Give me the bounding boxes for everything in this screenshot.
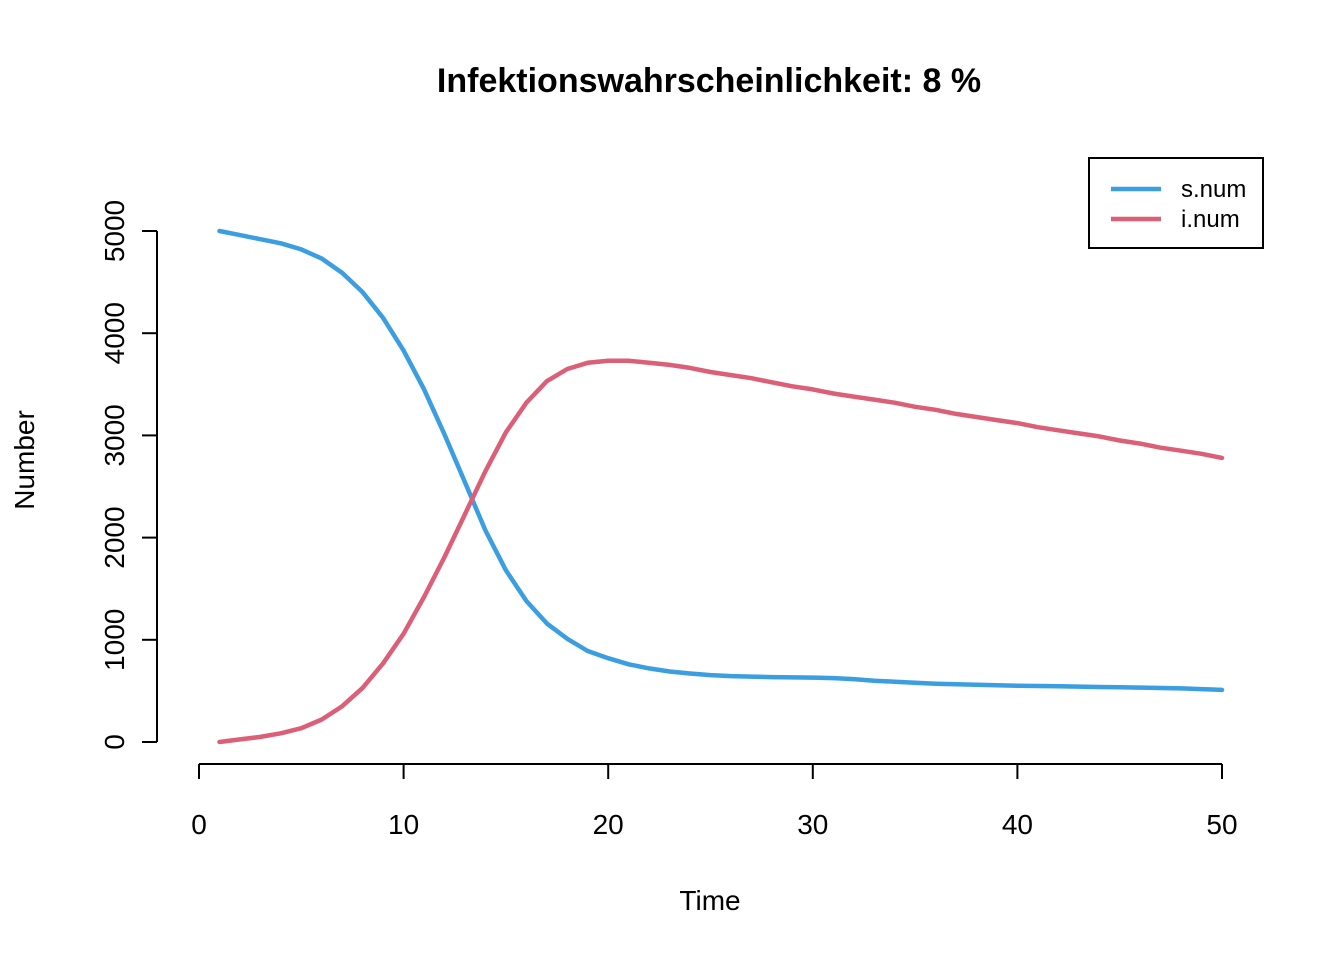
legend-box	[1088, 157, 1264, 249]
series-line-i-num	[217, 358, 1225, 745]
x-tick-label: 20	[593, 809, 624, 840]
x-tick-label: 10	[388, 809, 419, 840]
x-axis-title: Time	[679, 885, 740, 916]
y-axis: 0 1000 2000 3000 4000 5000	[99, 200, 158, 750]
series-line-s-num	[217, 228, 1225, 693]
x-axis: 0 10 20 30 40 50	[191, 763, 1238, 840]
legend-label-s-num: s.num	[1181, 176, 1246, 203]
y-tick-label: 5000	[99, 200, 130, 262]
x-tick-label: 30	[797, 809, 828, 840]
y-axis-title: Number	[9, 410, 40, 510]
y-tick-label: 1000	[99, 609, 130, 671]
legend: s.num i.num	[1088, 157, 1264, 249]
y-tick-label: 2000	[99, 506, 130, 568]
x-tick-label: 50	[1206, 809, 1237, 840]
legend-label-i-num: i.num	[1181, 206, 1240, 233]
y-tick-label: 0	[99, 734, 130, 750]
x-tick-label: 40	[1002, 809, 1033, 840]
y-tick-label: 3000	[99, 404, 130, 466]
x-tick-label: 0	[191, 809, 207, 840]
chart-title: Infektionswahrscheinlichkeit: 8 %	[437, 62, 981, 100]
y-tick-label: 4000	[99, 302, 130, 364]
series-layer	[217, 228, 1225, 745]
